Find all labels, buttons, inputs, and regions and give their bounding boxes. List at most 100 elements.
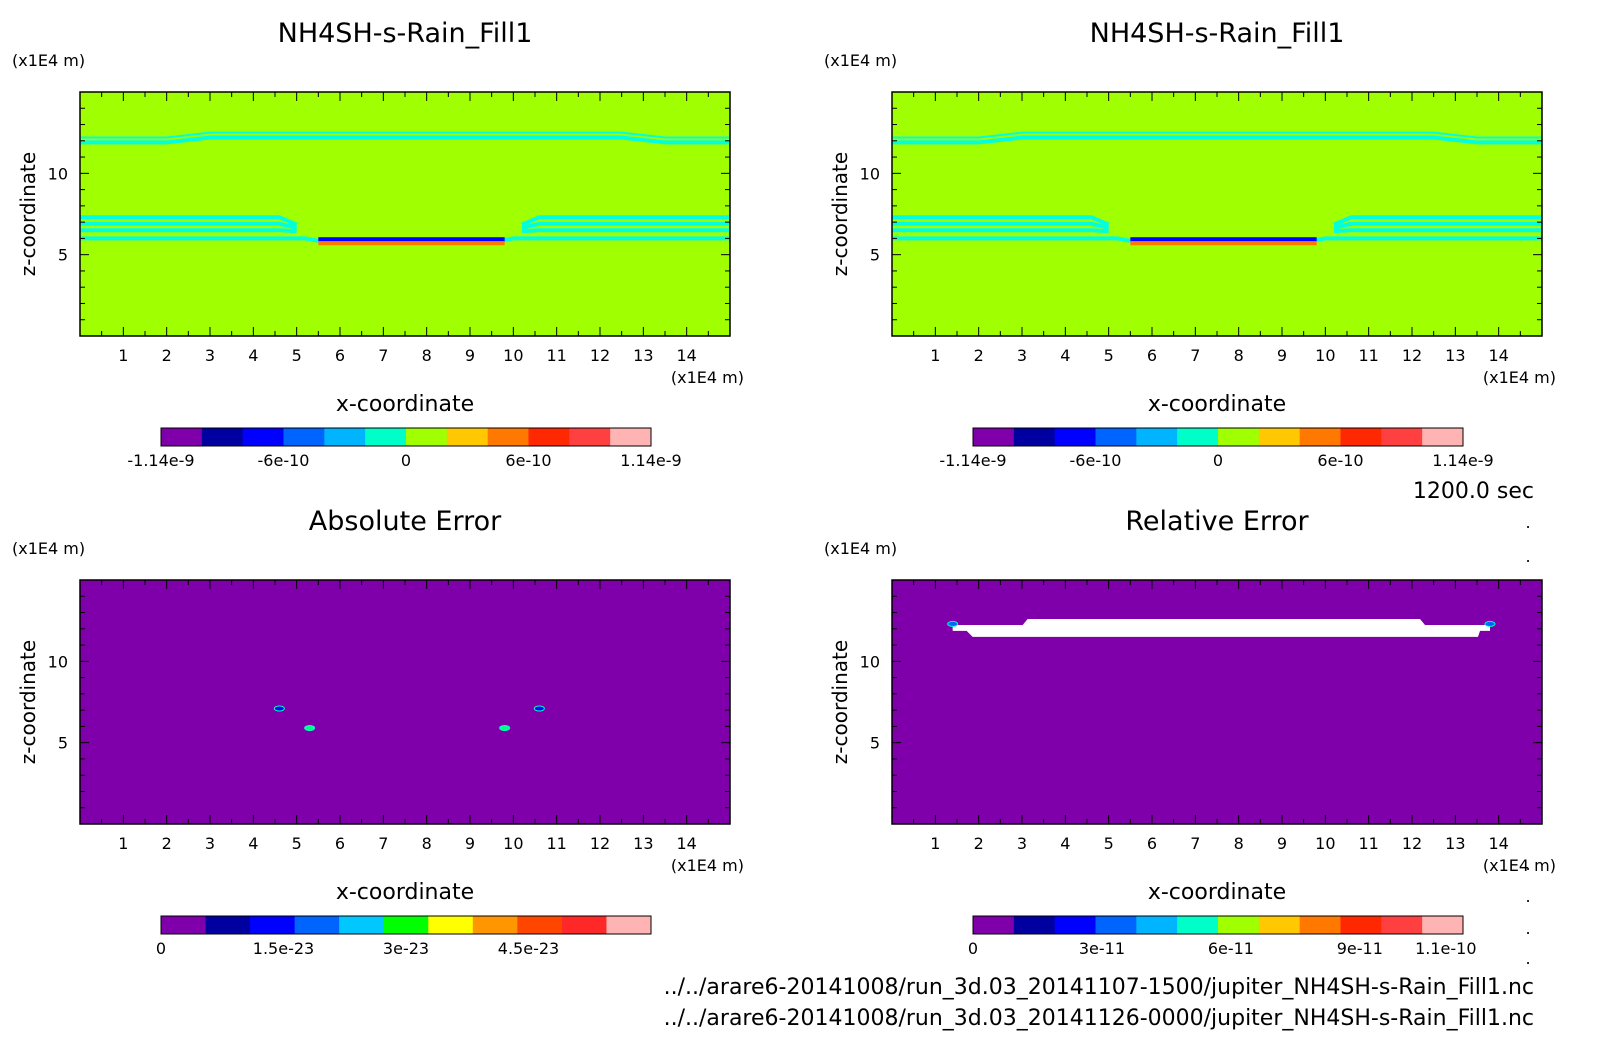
colorbar-swatch — [1054, 916, 1096, 934]
contour-line — [80, 228, 297, 234]
chart-panel-4: Relative Error(x1E4 m)1 2 3 4 5 6 7 8 9 10 11 12 13 1… — [824, 506, 1556, 958]
x-tick-label: 2 — [162, 834, 172, 853]
plot-area — [80, 92, 730, 336]
chart-title: NH4SH-s-Rain_Fill1 — [1090, 18, 1345, 49]
x-tick-label: 7 — [1190, 346, 1200, 365]
colorbar-tick-label: 1.5e-23 — [253, 939, 314, 958]
colorbar-swatch — [383, 916, 429, 934]
svg-text:.: . — [1525, 887, 1530, 906]
error-spot — [1484, 620, 1496, 627]
x-tick-label: 14 — [1488, 834, 1508, 853]
x-tick-label: 8 — [422, 346, 432, 365]
x-tick-label: 7 — [378, 834, 388, 853]
colorbar-tick-label: 1.1e-10 — [1415, 939, 1476, 958]
colorbar-frame — [160, 915, 652, 935]
colorbar-swatch — [406, 428, 448, 446]
x-tick-label: 5 — [292, 834, 302, 853]
colorbar-tick-label: 0 — [156, 939, 166, 958]
x-tick-label: 8 — [1234, 834, 1244, 853]
colorbar-tick-label: 3e-11 — [1079, 939, 1125, 958]
colorbar-tick-label: 1.14e-9 — [1432, 451, 1493, 470]
x-tick-label: 14 — [1488, 346, 1508, 365]
x-unit-label: (x1E4 m) — [1483, 368, 1556, 387]
colorbar-swatch — [250, 916, 296, 934]
colorbar-swatch — [528, 428, 570, 446]
colorbar-swatch — [1054, 428, 1096, 446]
colorbar-swatch — [569, 428, 611, 446]
undefined-region — [952, 619, 1490, 637]
x-tick-label: 2 — [974, 346, 984, 365]
x-tick-label: 8 — [1234, 346, 1244, 365]
value-band — [1130, 241, 1317, 246]
colorbar-swatch — [1218, 428, 1260, 446]
x-tick-label: 4 — [1060, 834, 1070, 853]
colorbar-tick-label: 3e-23 — [383, 939, 429, 958]
colorbar-swatch — [205, 916, 251, 934]
svg-text:.: . — [1525, 919, 1530, 938]
x-axis-label: x-coordinate — [1148, 880, 1286, 905]
x-tick-label: 3 — [1017, 346, 1027, 365]
colorbar-swatch — [365, 428, 407, 446]
colorbar-swatch — [610, 428, 652, 446]
colorbar-tick-label: -1.14e-9 — [127, 451, 194, 470]
x-tick-label: 5 — [292, 346, 302, 365]
chart-title: Absolute Error — [309, 506, 502, 537]
y-axis-label: z-coordinate — [16, 640, 40, 764]
x-axis-label: x-coordinate — [336, 880, 474, 905]
colorbar-swatch — [1299, 916, 1341, 934]
contour-line — [80, 135, 730, 145]
colorbar-swatch — [472, 916, 518, 934]
colorbar-tick-label: 0 — [401, 451, 411, 470]
colorbar-swatch — [1013, 916, 1056, 934]
x-tick-label: 5 — [1104, 346, 1114, 365]
colorbar-swatch — [561, 916, 607, 934]
colorbar-tick-label: -6e-10 — [258, 451, 310, 470]
chart-panel-3: Absolute Error(x1E4 m)1 2 3 4 5 6 7 8 9 10 11 12 13 1… — [12, 506, 744, 958]
colorbar-swatch — [517, 916, 563, 934]
colorbar-swatch — [1340, 916, 1382, 934]
x-tick-label: 4 — [1060, 346, 1070, 365]
colorbar-swatch — [324, 428, 366, 446]
colorbar-swatch — [242, 428, 284, 446]
y-tick-label: 10 — [48, 164, 68, 183]
y-tick-label: 5 — [58, 246, 68, 265]
contour-line — [80, 215, 298, 227]
colorbar-swatch — [973, 916, 1015, 934]
colorbar-tick-label: 4.5e-23 — [498, 939, 559, 958]
x-tick-label: 6 — [335, 834, 345, 853]
colorbar-swatch — [1095, 428, 1137, 446]
colorbar-tick-label: 0 — [1213, 451, 1223, 470]
colorbar-swatch — [1340, 428, 1382, 446]
x-tick-label: 12 — [590, 346, 610, 365]
contour-line — [1333, 228, 1542, 234]
y-unit-label: (x1E4 m) — [12, 539, 85, 558]
contour-line — [892, 215, 1110, 227]
value-band — [318, 241, 505, 246]
colorbar-swatch — [1422, 916, 1464, 934]
x-tick-label: 1 — [118, 346, 128, 365]
colorbar-swatch — [161, 428, 203, 446]
x-tick-label: 10 — [1315, 834, 1335, 853]
y-unit-label: (x1E4 m) — [824, 539, 897, 558]
x-tick-label: 3 — [1017, 834, 1027, 853]
x-axis-label: x-coordinate — [1148, 392, 1286, 417]
y-axis-label: z-coordinate — [828, 640, 852, 764]
colorbar-swatch — [1177, 428, 1219, 446]
x-tick-label: 9 — [465, 346, 475, 365]
x-tick-label: 2 — [162, 346, 172, 365]
colorbar-swatch — [1136, 428, 1178, 446]
x-tick-label: 9 — [1277, 834, 1287, 853]
footer-path-1: ../../arare6-20141008/run_3d.03_20141107… — [664, 975, 1534, 1000]
x-tick-label: 12 — [590, 834, 610, 853]
y-unit-label: (x1E4 m) — [824, 51, 897, 70]
x-tick-label: 7 — [1190, 834, 1200, 853]
plot-area — [80, 580, 730, 824]
x-tick-label: 2 — [974, 834, 984, 853]
colorbar-swatch — [1258, 428, 1301, 446]
x-tick-label: 1 — [118, 834, 128, 853]
colorbar-swatch — [428, 916, 474, 934]
x-tick-label: 11 — [1358, 346, 1378, 365]
x-tick-label: 3 — [205, 834, 215, 853]
colorbar-tick-label: 6e-10 — [505, 451, 551, 470]
